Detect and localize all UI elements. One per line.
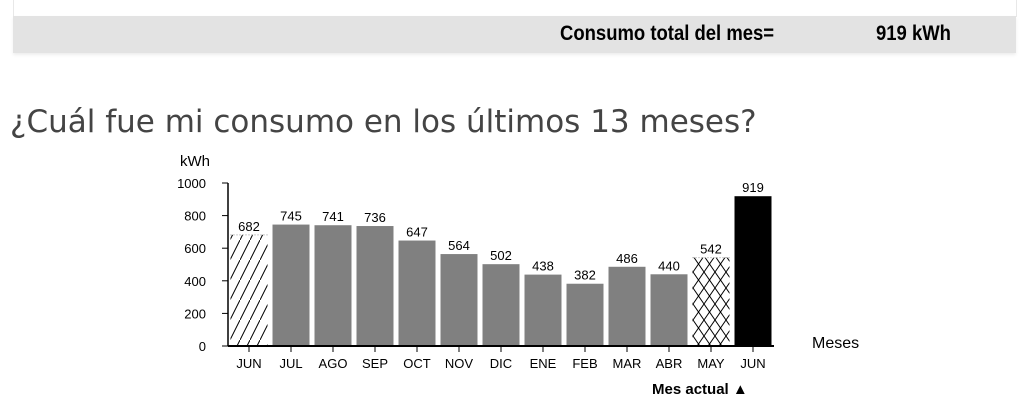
x-tick-label: AGO	[319, 356, 348, 371]
bar-mar	[608, 266, 646, 346]
x-tick-label: FEB	[572, 356, 597, 371]
x-tick-label: ABR	[656, 356, 683, 371]
x-tick-label: JUN	[236, 356, 261, 371]
total-consumption-label: Consumo total del mes=	[560, 22, 775, 45]
bar-jun	[734, 196, 772, 346]
bar-jul	[272, 224, 310, 346]
current-month-annotation: Mes actual ▲	[652, 381, 748, 398]
y-tick-label: 600	[184, 241, 206, 256]
bar-nov	[440, 254, 478, 346]
section-title: ¿Cuál fue mi consumo en los últimos 13 m…	[10, 104, 757, 140]
bar-value-label: 486	[616, 251, 638, 266]
x-tick-label: ENE	[530, 356, 557, 371]
x-tick-label: MAY	[697, 356, 725, 371]
x-tick-label: MAR	[613, 356, 642, 371]
x-tick-label: OCT	[403, 356, 431, 371]
bar-value-label: 745	[280, 209, 302, 224]
bar-ago	[314, 225, 352, 346]
bar-value-label: 647	[406, 225, 428, 240]
bar-value-label: 741	[322, 209, 344, 224]
bar-value-label: 542	[700, 242, 722, 257]
bar-abr	[650, 274, 688, 346]
total-consumption-value: 919 kWh	[876, 22, 951, 45]
bar-feb	[566, 283, 604, 346]
bar-value-label: 919	[742, 180, 764, 195]
y-tick-label: 200	[184, 306, 206, 321]
x-tick-label: DIC	[490, 356, 512, 371]
bar-value-label: 682	[238, 219, 260, 234]
y-tick-label: 400	[184, 274, 206, 289]
bar-value-label: 502	[490, 248, 512, 263]
x-tick-label: JUN	[740, 356, 765, 371]
x-tick-label: JUL	[279, 356, 302, 371]
summary-band	[13, 16, 1016, 53]
bar-dic	[482, 264, 520, 346]
bar-ene	[524, 274, 562, 346]
bar-may	[692, 257, 730, 346]
bar-value-label: 564	[448, 238, 470, 253]
y-tick-label: 800	[184, 209, 206, 224]
bar-value-label: 438	[532, 259, 554, 274]
y-tick-label: 1000	[177, 176, 206, 191]
bar-oct	[398, 240, 436, 346]
bar-jun	[230, 234, 268, 346]
y-tick-label: 0	[199, 339, 206, 354]
y-axis-label: kWh	[180, 153, 210, 170]
bar-sep	[356, 226, 394, 346]
bar-value-label: 440	[658, 258, 680, 273]
x-tick-label: NOV	[445, 356, 474, 371]
bar-value-label: 382	[574, 268, 596, 283]
bar-value-label: 736	[364, 210, 386, 225]
x-tick-label: SEP	[362, 356, 388, 371]
x-axis-label: Meses	[812, 335, 859, 352]
